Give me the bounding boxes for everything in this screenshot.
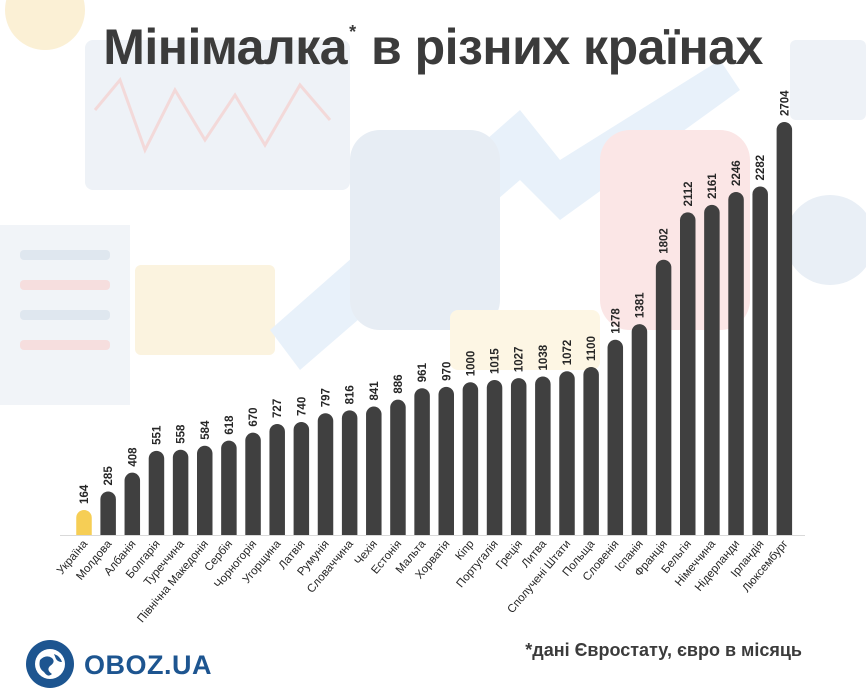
bar-25	[680, 212, 696, 535]
bar-27	[728, 191, 744, 536]
globe-icon	[26, 640, 74, 688]
bar-0	[76, 509, 92, 535]
bar-15	[438, 386, 454, 535]
value-label-18: 1027	[514, 347, 526, 373]
value-label-6: 618	[224, 415, 236, 435]
bar-7	[245, 432, 261, 535]
value-label-26: 2161	[707, 173, 719, 199]
brand-logo[interactable]: OBOZ.UA	[26, 640, 226, 690]
value-label-15: 970	[441, 362, 453, 381]
value-label-13: 886	[393, 374, 405, 393]
bar-14	[414, 388, 430, 535]
bar-18	[510, 378, 527, 535]
value-label-8: 727	[272, 399, 284, 418]
value-label-10: 797	[321, 388, 333, 407]
bar-22	[607, 339, 624, 535]
bar-20	[559, 371, 575, 535]
bar-24	[655, 259, 672, 535]
value-label-1: 285	[103, 466, 115, 486]
bar-2	[124, 472, 141, 535]
logo-text: OBOZ.UA	[84, 650, 212, 680]
value-label-20: 1072	[562, 340, 574, 366]
bar-12	[366, 406, 382, 535]
bar-21	[583, 366, 599, 535]
value-label-3: 551	[151, 425, 163, 445]
bar-6	[221, 440, 237, 535]
value-label-28: 2282	[755, 155, 767, 181]
value-label-16: 1000	[465, 351, 477, 377]
bar-9	[293, 421, 310, 535]
category-label-18: Греція	[494, 538, 525, 572]
bar-8	[269, 423, 285, 535]
bar-29	[776, 122, 793, 535]
value-label-12: 841	[369, 381, 381, 401]
bar-1	[100, 491, 116, 535]
value-label-21: 1100	[586, 336, 598, 361]
bar-3	[148, 450, 165, 535]
value-label-9: 740	[296, 397, 308, 416]
value-label-7: 670	[248, 407, 260, 426]
title-main: Мінімалка	[103, 19, 348, 75]
value-label-5: 584	[200, 420, 212, 440]
bar-13	[390, 399, 406, 535]
bar-19	[535, 376, 551, 535]
bar-23	[631, 324, 648, 535]
value-label-27: 2246	[731, 160, 743, 186]
bar-4	[172, 449, 189, 535]
bar-11	[341, 410, 358, 535]
footnote: *дані Євростату, євро в місяць	[525, 640, 802, 660]
value-label-17: 1015	[490, 348, 502, 374]
value-label-22: 1278	[610, 308, 622, 334]
value-label-2: 408	[127, 447, 139, 467]
bar-5	[197, 445, 213, 535]
value-label-11: 816	[345, 385, 357, 404]
value-label-24: 1802	[659, 228, 671, 254]
value-label-25: 2112	[683, 181, 695, 206]
title-asterisk: *	[349, 22, 356, 42]
value-label-19: 1038	[538, 344, 550, 370]
value-label-29: 2704	[779, 90, 791, 116]
bar-17	[486, 379, 503, 535]
page-title: Мінімалка * в різних країнах	[0, 18, 866, 76]
bar-28	[752, 186, 768, 535]
bar-10	[317, 413, 334, 535]
value-label-23: 1381	[634, 292, 646, 318]
value-label-14: 961	[417, 362, 429, 382]
value-label-4: 558	[176, 424, 188, 444]
value-label-0: 164	[79, 484, 91, 504]
bar-16	[462, 382, 479, 535]
bar-26	[704, 204, 720, 535]
title-rest: в різних країнах	[357, 19, 763, 75]
